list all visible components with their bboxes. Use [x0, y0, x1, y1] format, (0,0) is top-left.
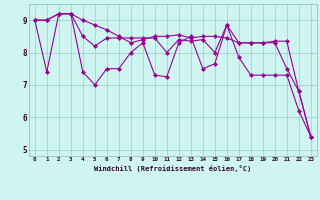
X-axis label: Windchill (Refroidissement éolien,°C): Windchill (Refroidissement éolien,°C) — [94, 165, 252, 172]
